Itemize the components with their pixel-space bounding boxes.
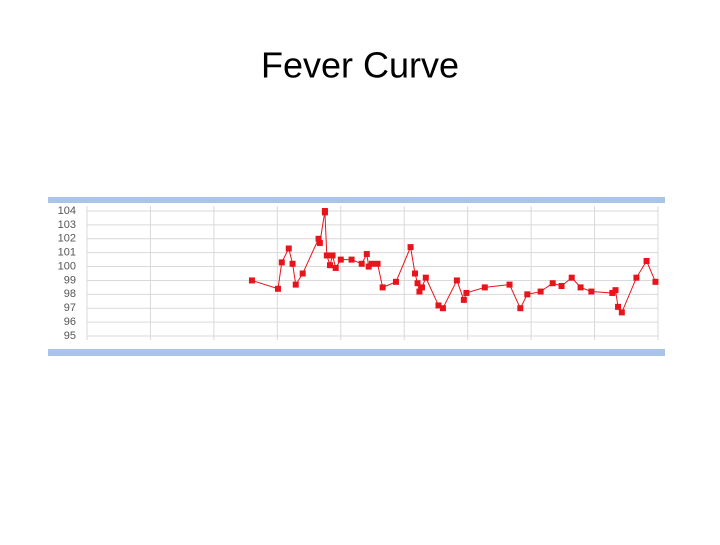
temperature-point <box>414 280 421 287</box>
y-tick-label: 104 <box>58 205 76 217</box>
temperature-point <box>299 270 306 277</box>
temperature-point <box>332 264 339 271</box>
y-tick-label: 95 <box>64 330 76 342</box>
temperature-point <box>652 278 659 285</box>
temperature-point <box>289 260 296 267</box>
temperature-point <box>374 260 381 267</box>
temperature-point <box>588 288 595 295</box>
temperature-point <box>316 239 323 246</box>
temperature-point <box>326 262 333 269</box>
temperature-point <box>274 285 281 292</box>
temperature-point <box>549 280 556 287</box>
temperature-point <box>358 260 365 267</box>
temperature-point <box>348 256 355 263</box>
temperature-point <box>285 245 292 252</box>
temperature-point <box>524 291 531 298</box>
temperature-point <box>412 270 419 277</box>
temperature-point <box>481 284 488 291</box>
temperature-point <box>365 263 372 270</box>
temperature-point <box>292 281 299 288</box>
temperature-point <box>460 296 467 303</box>
temperature-point <box>439 305 446 312</box>
top-band <box>48 197 665 203</box>
temperature-point <box>633 274 640 281</box>
temperature-point <box>643 258 650 264</box>
temperature-point <box>422 274 429 281</box>
temperature-point <box>609 289 616 296</box>
temperature-point <box>517 305 524 312</box>
temperature-point <box>329 252 336 259</box>
temperature-point <box>321 209 328 216</box>
temperature-point <box>435 302 442 309</box>
slide-title: Fever Curve <box>261 45 459 86</box>
temperature-point <box>418 284 425 291</box>
temperature-point <box>407 244 414 251</box>
temperature-point <box>453 277 460 284</box>
temperature-point <box>618 309 625 316</box>
temperature-line <box>251 210 656 314</box>
temperature-point <box>363 251 370 258</box>
temperature-point <box>615 303 622 310</box>
temperature-point <box>568 274 575 281</box>
temperature-point <box>337 256 344 263</box>
temperature-point <box>537 288 544 295</box>
temperature-point <box>248 277 255 284</box>
temperature-point <box>416 288 423 295</box>
temperature-point <box>612 287 619 294</box>
temperature-point <box>392 278 399 285</box>
y-tick-label: 100 <box>58 260 76 272</box>
y-tick-label: 103 <box>58 219 76 231</box>
temperature-point <box>558 283 565 289</box>
temperature-point <box>463 289 470 296</box>
temperature-point <box>368 260 375 267</box>
y-tick-label: 96 <box>64 316 76 328</box>
bottom-band <box>48 349 665 356</box>
temperature-point <box>315 235 322 242</box>
y-tick-label: 97 <box>64 302 76 314</box>
y-tick-label: 98 <box>64 288 76 300</box>
y-tick-label: 102 <box>58 233 76 245</box>
y-tick-label: 101 <box>58 247 76 259</box>
temperature-point <box>577 284 584 291</box>
temperature-point <box>278 259 285 266</box>
temperature-point <box>506 281 513 288</box>
temperature-point <box>323 252 330 259</box>
y-tick-label: 99 <box>64 274 76 286</box>
temperature-point <box>379 284 386 291</box>
